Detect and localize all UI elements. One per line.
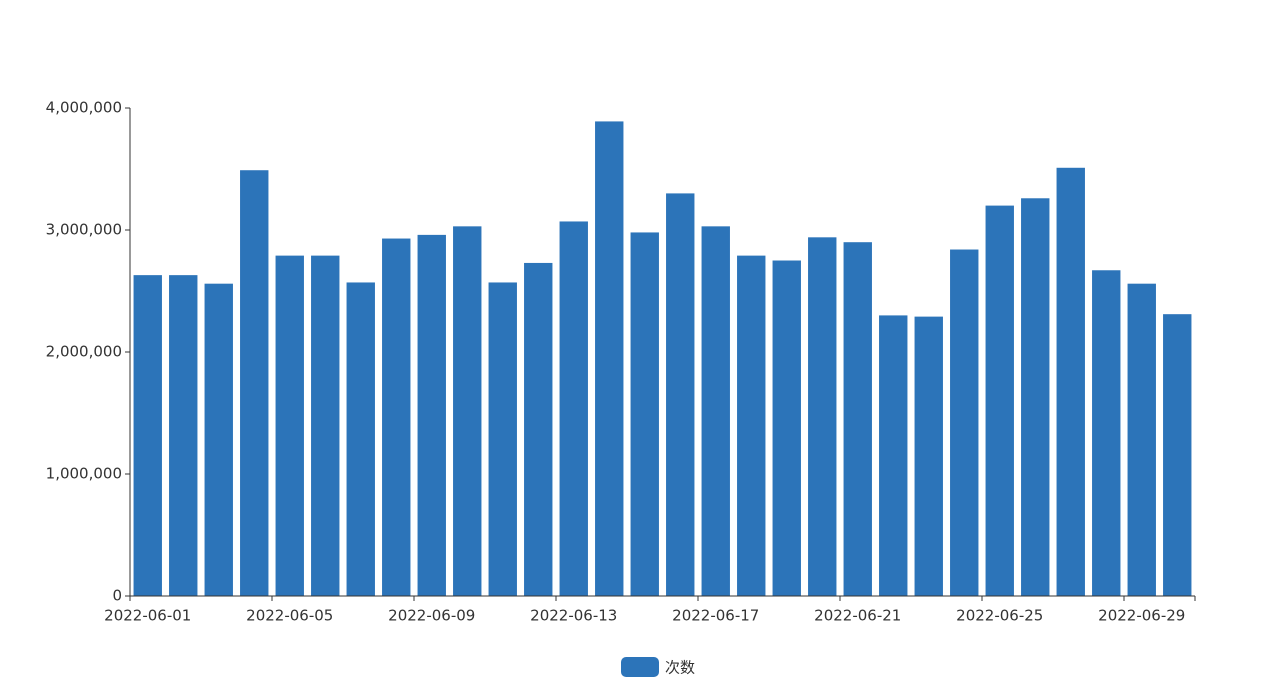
bar <box>1127 283 1156 596</box>
bar <box>559 221 588 596</box>
bar <box>240 170 269 596</box>
bar <box>985 205 1014 596</box>
legend-label: 次数 <box>665 659 695 677</box>
y-tick-label: 1,000,000 <box>46 465 122 483</box>
bar <box>524 262 553 596</box>
bar <box>133 275 162 596</box>
bar <box>417 234 446 596</box>
x-tick-label: 2022-06-09 <box>388 607 475 625</box>
bar <box>382 238 411 597</box>
bar <box>914 316 943 596</box>
bar <box>1056 167 1085 596</box>
x-tick-label: 2022-06-29 <box>1098 607 1185 625</box>
y-tick-label: 2,000,000 <box>46 343 122 361</box>
bar <box>737 255 766 596</box>
y-tick-label: 3,000,000 <box>46 221 122 239</box>
bar <box>1092 270 1121 596</box>
bar <box>204 283 233 596</box>
bar <box>453 226 482 596</box>
bar <box>630 232 659 596</box>
bar <box>311 255 340 596</box>
x-tick-label: 2022-06-21 <box>814 607 901 625</box>
bar <box>595 121 624 597</box>
bar <box>701 226 730 596</box>
x-tick-label: 2022-06-25 <box>956 607 1043 625</box>
bar <box>950 249 979 596</box>
y-tick-label: 0 <box>112 587 122 605</box>
x-tick-label: 2022-06-01 <box>104 607 191 625</box>
bar <box>666 193 695 596</box>
bar <box>1163 314 1192 596</box>
bar <box>1021 198 1050 596</box>
bar <box>879 315 908 596</box>
bar <box>346 282 375 596</box>
x-tick-label: 2022-06-05 <box>246 607 333 625</box>
x-tick-label: 2022-06-13 <box>530 607 617 625</box>
bar <box>772 260 801 596</box>
bar <box>843 242 872 596</box>
bar <box>169 275 198 596</box>
bar <box>275 255 304 596</box>
legend-swatch <box>621 657 659 677</box>
y-tick-label: 4,000,000 <box>46 99 122 117</box>
bar <box>808 237 837 596</box>
bar <box>488 282 517 596</box>
x-tick-label: 2022-06-17 <box>672 607 759 625</box>
